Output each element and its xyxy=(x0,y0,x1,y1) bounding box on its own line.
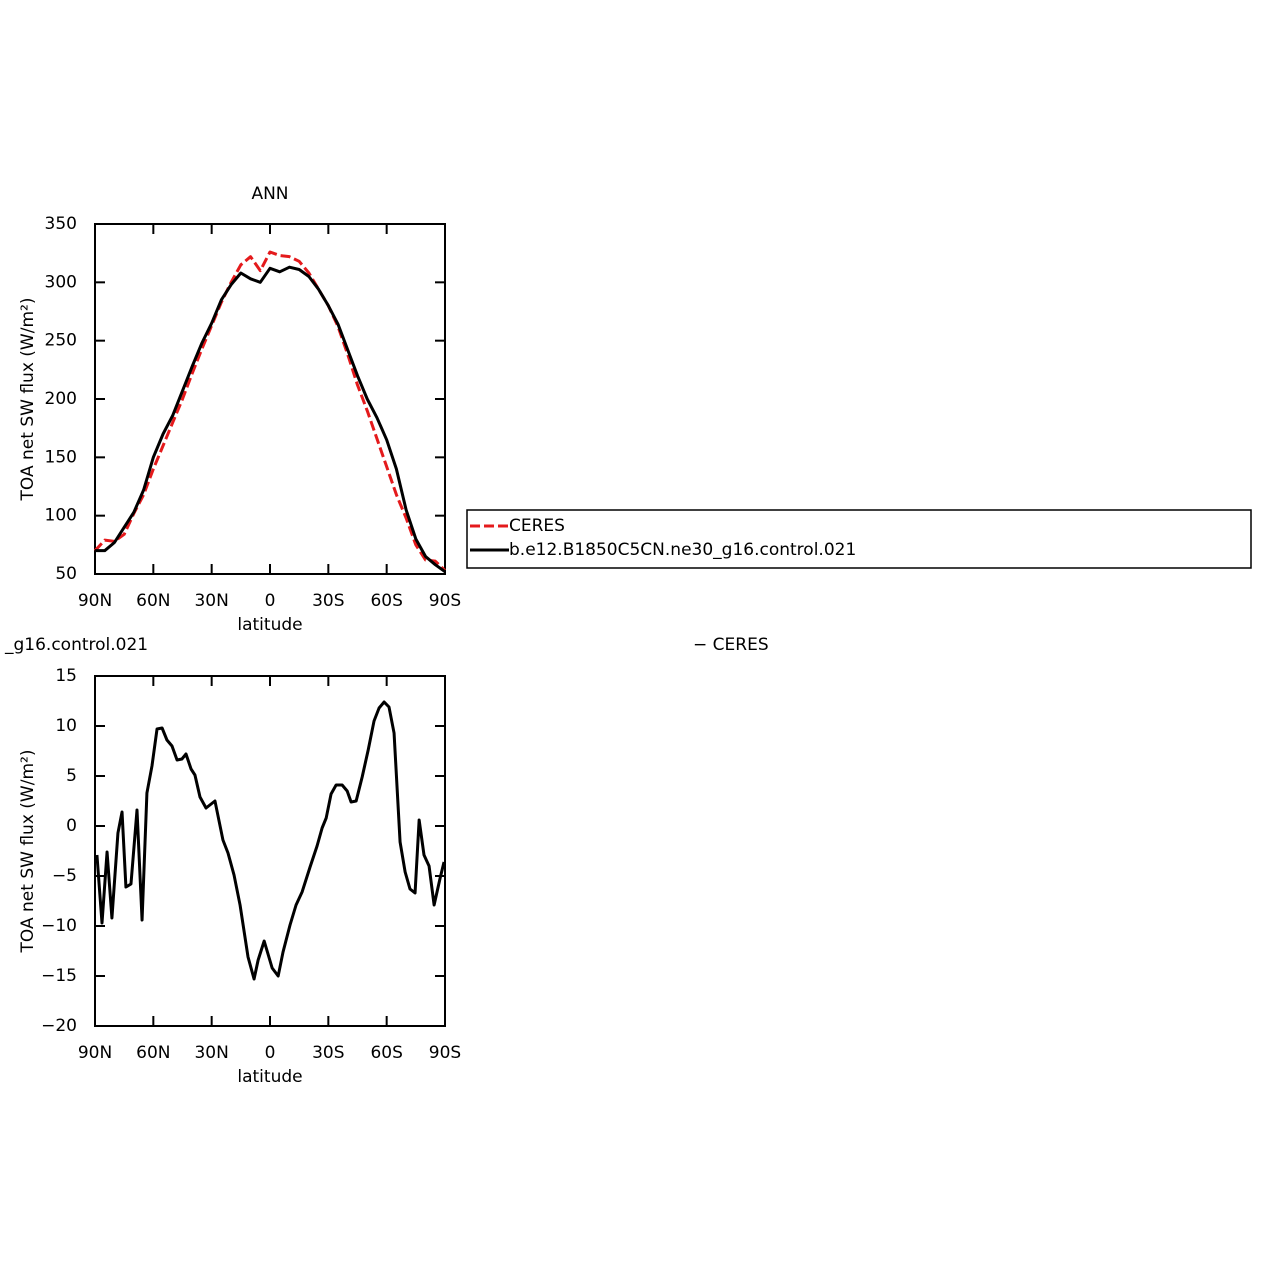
x-tick-label: 60S xyxy=(370,1043,402,1063)
y-tick-label: 50 xyxy=(55,564,77,584)
chart-title-left: _g16.control.021 xyxy=(4,635,148,655)
x-tick-label: 30S xyxy=(312,1043,344,1063)
legend-box xyxy=(466,509,1252,569)
x-tick-label: 90N xyxy=(78,591,112,611)
chart-title: ANN xyxy=(251,184,288,204)
series-line xyxy=(93,250,447,572)
y-tick-label: 300 xyxy=(45,272,77,292)
x-tick-label: 60S xyxy=(370,591,402,611)
y-tick-label: −20 xyxy=(41,1016,77,1036)
y-tick-label: 100 xyxy=(45,506,77,526)
y-axis-label: TOA net SW flux (W/m²) xyxy=(18,298,38,502)
x-axis-label: latitude xyxy=(237,1067,302,1087)
legend-label: CERES xyxy=(509,516,565,536)
plot-frame xyxy=(94,223,446,575)
y-tick-label: 200 xyxy=(45,389,77,409)
x-tick-label: 0 xyxy=(265,1043,276,1063)
y-tick-label: 350 xyxy=(45,214,77,234)
y-tick-label: 150 xyxy=(45,447,77,467)
y-tick-label: −5 xyxy=(52,866,77,886)
series-line xyxy=(95,265,446,573)
legend-label: b.e12.B1850C5CN.ne30_g16.control.021 xyxy=(509,540,856,560)
y-tick-label: 5 xyxy=(66,766,77,786)
y-tick-label: 15 xyxy=(55,666,77,686)
y-axis-label: TOA net SW flux (W/m²) xyxy=(18,750,38,954)
x-tick-label: 0 xyxy=(265,591,276,611)
y-tick-label: 250 xyxy=(45,331,77,351)
x-tick-label: 30N xyxy=(194,591,228,611)
x-tick-label: 60N xyxy=(136,591,170,611)
series-line xyxy=(95,700,446,981)
chart-title-right: − CERES xyxy=(693,635,769,655)
x-tick-label: 30S xyxy=(312,591,344,611)
x-tick-label: 90S xyxy=(429,591,461,611)
y-tick-label: −15 xyxy=(41,966,77,986)
y-tick-label: 0 xyxy=(66,816,77,836)
y-tick-label: 10 xyxy=(55,716,77,736)
y-tick-label: −10 xyxy=(41,916,77,936)
x-tick-label: 30N xyxy=(194,1043,228,1063)
x-axis-label: latitude xyxy=(237,615,302,635)
x-tick-label: 60N xyxy=(136,1043,170,1063)
x-tick-label: 90S xyxy=(429,1043,461,1063)
x-tick-label: 90N xyxy=(78,1043,112,1063)
